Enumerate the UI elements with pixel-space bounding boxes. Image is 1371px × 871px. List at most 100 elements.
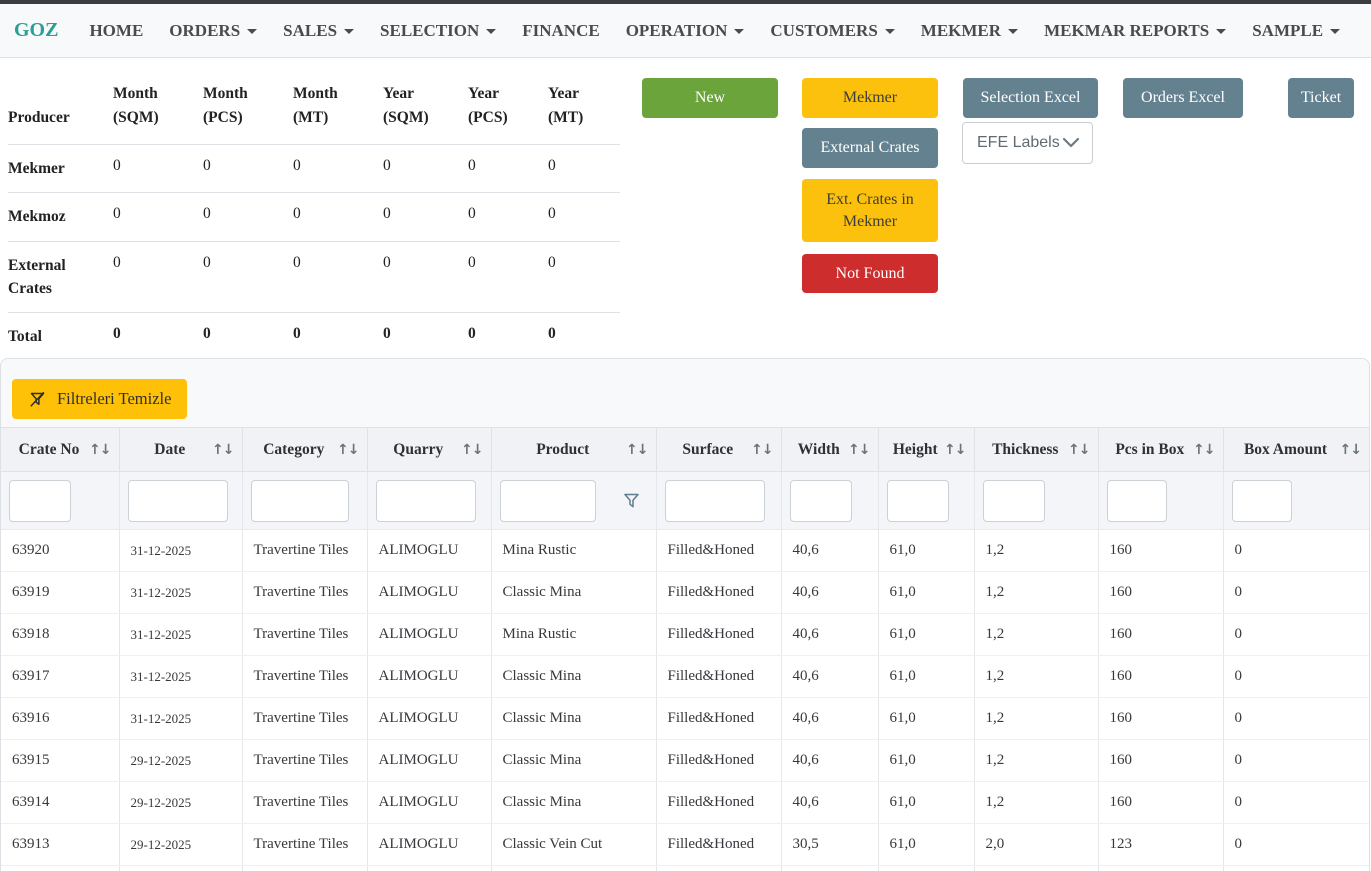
filter-input-crate-no[interactable] xyxy=(9,479,71,522)
grid-col-header-thickness[interactable]: Thickness ↑↓ xyxy=(973,427,1098,472)
grid-col-header-product[interactable]: Product ↑↓ xyxy=(490,427,656,472)
efe-labels-select[interactable]: EFE Labels xyxy=(962,122,1093,164)
sort-arrows-icon[interactable]: ↑↓ xyxy=(337,441,359,458)
nav-item-selection[interactable]: SELECTION xyxy=(367,21,509,41)
table-row[interactable]: 63920 31-12-2025 Travertine Tiles ALIMOGLU M… xyxy=(1,529,1369,572)
cell-crate-no: 63919 xyxy=(1,571,119,614)
grid-col-label: Box Amount xyxy=(1243,440,1328,458)
filter-cell-quarry xyxy=(366,471,491,530)
summary-value: 0 xyxy=(548,192,620,242)
sort-arrows-icon[interactable]: ↑↓ xyxy=(944,441,966,458)
filter-cell-wrap xyxy=(1106,479,1223,522)
nav-item-customers[interactable]: CUSTOMERS xyxy=(757,21,907,41)
cell-pcs-in-box: 160 xyxy=(1097,571,1223,614)
filter-input-thickness[interactable] xyxy=(982,479,1045,522)
nav-item-finance[interactable]: FINANCE xyxy=(509,21,612,41)
cell-date: 31-12-2025 xyxy=(118,697,242,740)
table-row[interactable]: 63916 31-12-2025 Travertine Tiles ALIMOGLU C… xyxy=(1,697,1369,740)
nav-item-home[interactable]: HOME xyxy=(76,21,156,41)
filter-input-pcs-in-box[interactable] xyxy=(1106,479,1167,522)
grid-col-header-wrap: Date ↑↓ xyxy=(128,441,234,459)
external-crates-button[interactable]: External Crates xyxy=(802,128,938,168)
filter-input-height[interactable] xyxy=(886,479,949,522)
sort-arrows-icon[interactable]: ↑↓ xyxy=(751,441,773,458)
cell-box-amount: 0 xyxy=(1222,613,1369,656)
grid-col-header-box-amount[interactable]: Box Amount ↑↓ xyxy=(1222,427,1369,472)
clear-filters-button[interactable]: Filtreleri Temizle xyxy=(12,379,188,419)
grid-col-header-surface[interactable]: Surface ↑↓ xyxy=(655,427,781,472)
table-row[interactable]: 63918 31-12-2025 Travertine Tiles ALIMOGLU M… xyxy=(1,613,1369,656)
nav-item-label: CUSTOMERS xyxy=(770,20,878,40)
sort-arrows-icon[interactable]: ↑↓ xyxy=(1068,441,1090,458)
summary-col-header-producer: Producer xyxy=(8,76,113,146)
filter-input-date[interactable] xyxy=(127,479,228,522)
orders-excel-button[interactable]: Orders Excel xyxy=(1123,78,1243,118)
summary-value: 0 xyxy=(203,241,293,314)
ext-crates-in-mekmer-button[interactable]: Ext. Crates in Mekmer xyxy=(802,179,938,242)
table-row[interactable]: 63914 29-12-2025 Travertine Tiles ALIMOGLU C… xyxy=(1,781,1369,824)
nav-item-mekmar-reports[interactable]: MEKMAR REPORTS xyxy=(1031,21,1239,41)
summary-body: Mekmer 0 0 0 0 0 0 Mekmoz 0 0 0 0 0 0 External Crates 0… xyxy=(8,144,620,362)
grid-col-header-date[interactable]: Date ↑↓ xyxy=(118,427,242,472)
brand-logo[interactable]: GOZ xyxy=(14,19,59,41)
summary-row-label: Total xyxy=(8,312,113,362)
nav-item-label: SELECTION xyxy=(380,20,480,40)
cell-empty xyxy=(1097,865,1223,871)
table-row[interactable]: 63913 29-12-2025 Travertine Tiles ALIMOGLU C… xyxy=(1,823,1369,866)
table-row[interactable]: 63917 31-12-2025 Travertine Tiles ALIMOGLU C… xyxy=(1,655,1369,698)
not-found-button[interactable]: Not Found xyxy=(802,254,938,293)
filter-funnel-icon[interactable] xyxy=(623,492,640,510)
nav-item-operation[interactable]: OPERATION xyxy=(613,21,758,41)
cell-product: Classic Mina xyxy=(490,697,656,740)
grid-col-header-crate-no[interactable]: Crate No ↑↓ xyxy=(1,427,119,472)
grid-col-header-quarry[interactable]: Quarry ↑↓ xyxy=(366,427,491,472)
grid-col-header-pcs-in-box[interactable]: Pcs in Box ↑↓ xyxy=(1097,427,1223,472)
cell-surface: Filled&Honed xyxy=(655,739,781,782)
filter-input-category[interactable] xyxy=(250,479,349,522)
filter-input-width[interactable] xyxy=(789,479,852,522)
summary-row-label: Mekmoz xyxy=(8,192,113,242)
top-strip xyxy=(0,0,1371,4)
nav-item-mekmer[interactable]: MEKMER xyxy=(908,21,1031,41)
sort-arrows-icon[interactable]: ↑↓ xyxy=(89,441,111,458)
chevron-down-icon xyxy=(734,29,745,34)
ticket-button[interactable]: Ticket xyxy=(1288,78,1354,118)
summary-value: 0 xyxy=(468,144,548,194)
filter-clear-icon xyxy=(30,391,45,407)
table-row[interactable]: 63915 29-12-2025 Travertine Tiles ALIMOGLU C… xyxy=(1,739,1369,782)
navbar: GOZ HOME ORDERS SALES SELECTION FINANCE OPERA… xyxy=(0,4,1371,58)
summary-value: 0 xyxy=(383,192,468,242)
sort-arrows-icon[interactable]: ↑↓ xyxy=(212,441,234,458)
filter-input-product[interactable] xyxy=(499,479,596,522)
nav-item-sample[interactable]: SAMPLE xyxy=(1239,21,1353,41)
nav-item-label: MEKMER xyxy=(920,20,1002,40)
cell-crate-no: 63918 xyxy=(1,613,119,656)
summary-col-header-month-sqm-: Month (SQM) xyxy=(113,76,203,146)
grid-col-header-width[interactable]: Width ↑↓ xyxy=(780,427,878,472)
sort-arrows-icon[interactable]: ↑↓ xyxy=(461,441,483,458)
cell-surface: Filled&Honed xyxy=(655,529,781,572)
new-button[interactable]: New xyxy=(642,78,778,118)
grid-col-label: Height xyxy=(892,440,938,458)
filter-input-surface[interactable] xyxy=(664,479,765,522)
cell-quarry: ALIMOGLU xyxy=(366,697,491,740)
grid-col-header-category[interactable]: Category ↑↓ xyxy=(241,427,367,472)
filter-input-quarry[interactable] xyxy=(375,479,476,522)
sort-arrows-icon[interactable]: ↑↓ xyxy=(1193,441,1215,458)
summary-value: 0 xyxy=(468,312,548,362)
grid-col-header-height[interactable]: Height ↑↓ xyxy=(877,427,974,472)
filter-cell-wrap xyxy=(375,479,491,522)
summary-value: 0 xyxy=(293,241,383,314)
table-row[interactable]: 63919 31-12-2025 Travertine Tiles ALIMOGLU C… xyxy=(1,571,1369,614)
cell-product: Classic Mina xyxy=(490,655,656,698)
nav-item-orders[interactable]: ORDERS xyxy=(156,21,270,41)
nav-item-sales[interactable]: SALES xyxy=(270,21,367,41)
mekmer-button[interactable]: Mekmer xyxy=(802,78,938,118)
filter-input-box-amount[interactable] xyxy=(1231,479,1292,522)
sort-arrows-icon[interactable]: ↑↓ xyxy=(626,441,648,458)
cell-width: 40,6 xyxy=(780,739,878,782)
cell-thickness: 1,2 xyxy=(973,697,1098,740)
sort-arrows-icon[interactable]: ↑↓ xyxy=(848,441,870,458)
sort-arrows-icon[interactable]: ↑↓ xyxy=(1339,441,1362,458)
selection-excel-button[interactable]: Selection Excel xyxy=(963,78,1098,118)
